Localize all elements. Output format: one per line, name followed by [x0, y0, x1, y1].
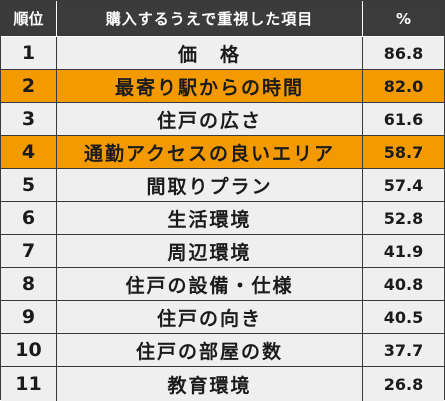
percent-cell: 40.5 [383, 307, 424, 327]
table-row: 9 住戸の向き 40.5 [1, 301, 444, 334]
item-cell: 住戸の広さ [57, 103, 363, 135]
percent-cell: 41.9 [383, 241, 424, 261]
table-header: 順位 購入するうえで重視した項目 % [1, 1, 444, 37]
rank-cell: 9 [1, 301, 57, 333]
rank-cell: 4 [1, 136, 57, 168]
table-row: 8 住戸の設備・仕様 40.8 [1, 268, 444, 301]
item-cell: 住戸の部屋の数 [57, 334, 363, 366]
table-row: 10 住戸の部屋の数 37.7 [1, 334, 444, 367]
percent-cell: 82.0 [383, 76, 424, 96]
item-cell: 住戸の設備・仕様 [57, 268, 363, 300]
item-cell: 最寄り駅からの時間 [57, 70, 363, 102]
table-row: 7 周辺環境 41.9 [1, 235, 444, 268]
item-cell: 通勤アクセスの良いエリア [57, 136, 363, 168]
rank-cell: 11 [1, 367, 57, 401]
rank-cell: 8 [1, 268, 57, 300]
table-row: 4 通勤アクセスの良いエリア 58.7 [1, 136, 444, 169]
rank-cell: 1 [1, 37, 57, 69]
rank-cell: 3 [1, 103, 57, 135]
header-percent: % [395, 9, 412, 28]
percent-cell: 52.8 [383, 208, 424, 228]
percent-cell: 86.8 [383, 43, 424, 63]
table-row: 1 価 格 86.8 [1, 37, 444, 70]
percent-cell: 40.8 [383, 274, 424, 294]
header-rank: 順位 [1, 1, 57, 36]
table-row: 11 教育環境 26.8 [1, 367, 444, 401]
percent-cell: 57.4 [383, 175, 424, 195]
rank-cell: 2 [1, 70, 57, 102]
rank-cell: 6 [1, 202, 57, 234]
rank-cell: 5 [1, 169, 57, 201]
item-cell: 間取りプラン [57, 169, 363, 201]
item-cell: 住戸の向き [57, 301, 363, 333]
item-cell: 周辺環境 [57, 235, 363, 267]
rank-cell: 10 [1, 334, 57, 366]
percent-cell: 37.7 [383, 340, 424, 360]
percent-cell: 61.6 [383, 109, 424, 129]
percent-cell: 58.7 [383, 142, 424, 162]
rank-cell: 7 [1, 235, 57, 267]
percent-cell: 26.8 [383, 374, 424, 394]
table-row: 2 最寄り駅からの時間 82.0 [1, 70, 444, 103]
table-row: 6 生活環境 52.8 [1, 202, 444, 235]
table-row: 3 住戸の広さ 61.6 [1, 103, 444, 136]
item-cell: 教育環境 [57, 367, 363, 401]
header-item: 購入するうえで重視した項目 [57, 1, 363, 36]
item-cell: 生活環境 [57, 202, 363, 234]
table-row: 5 間取りプラン 57.4 [1, 169, 444, 202]
item-cell: 価 格 [57, 37, 363, 69]
